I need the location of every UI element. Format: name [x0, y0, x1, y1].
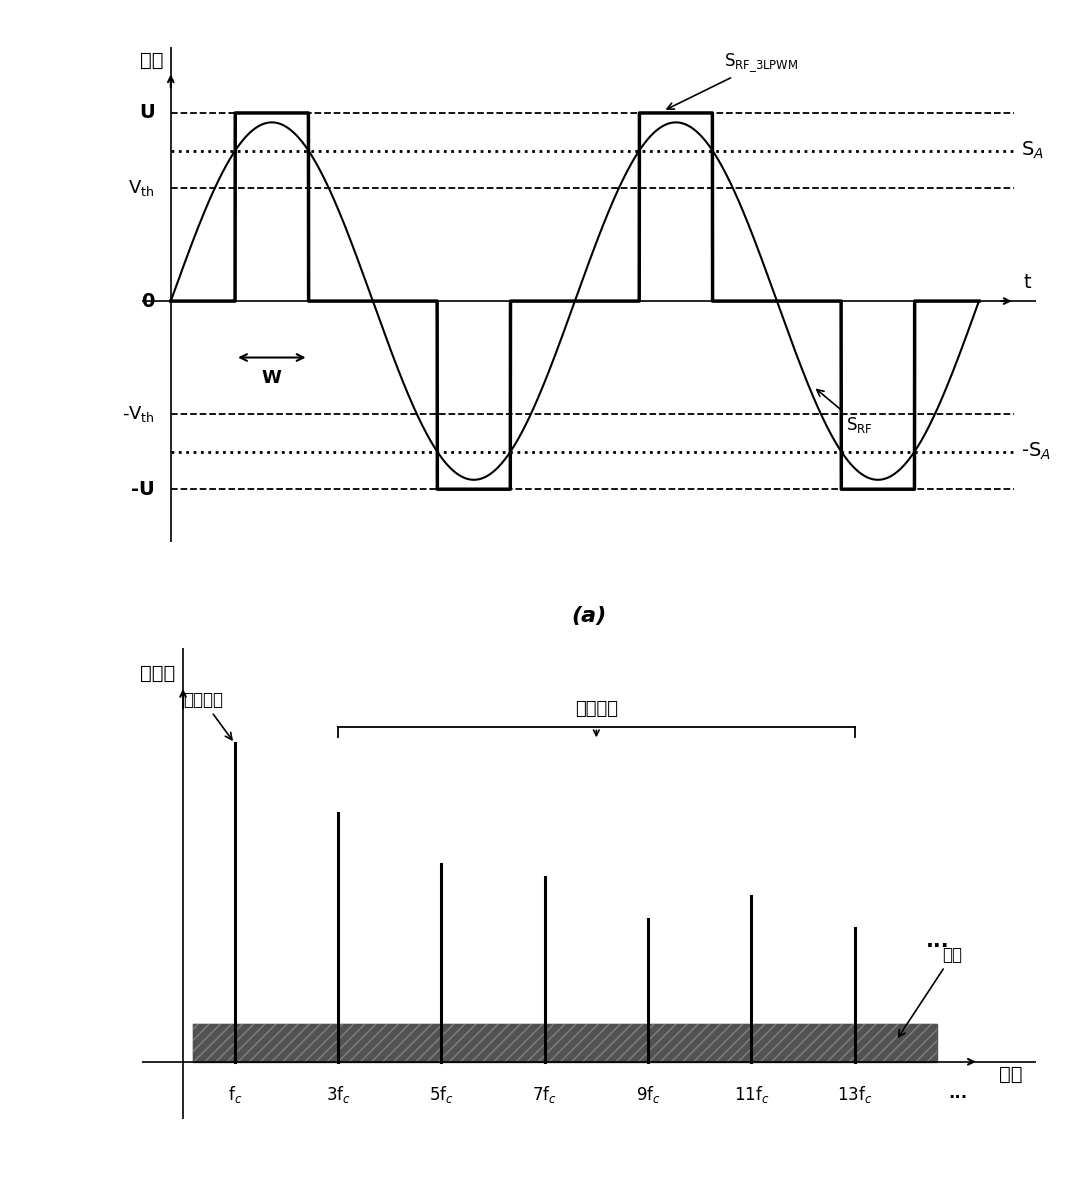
Text: 谐波分量: 谐波分量: [574, 700, 618, 717]
Text: V$_\mathregular{th}$: V$_\mathregular{th}$: [129, 178, 155, 198]
Text: 底噪: 底噪: [898, 946, 962, 1037]
Text: S$_A$: S$_A$: [1021, 140, 1044, 161]
Text: S$_\mathregular{RF}$: S$_\mathregular{RF}$: [816, 390, 872, 435]
Text: t: t: [1024, 272, 1031, 292]
Text: (a): (a): [571, 607, 606, 627]
Text: -U: -U: [131, 479, 155, 498]
Text: -S$_A$: -S$_A$: [1021, 441, 1051, 462]
Text: 频率: 频率: [1000, 1065, 1022, 1084]
Text: 幅度: 幅度: [140, 51, 164, 70]
Text: U: U: [138, 104, 155, 123]
Text: 5f$_c$: 5f$_c$: [429, 1084, 453, 1105]
Text: 功率谱: 功率谱: [140, 664, 174, 683]
Text: W: W: [262, 369, 281, 386]
Text: 13f$_c$: 13f$_c$: [837, 1084, 872, 1105]
Text: 射频信号: 射频信号: [183, 691, 232, 740]
Text: ...: ...: [925, 931, 949, 951]
Text: 0: 0: [142, 292, 155, 311]
Text: S$_\mathregular{RF\_3LPWM}$: S$_\mathregular{RF\_3LPWM}$: [667, 52, 799, 110]
Text: 3f$_c$: 3f$_c$: [326, 1084, 351, 1105]
Text: 7f$_c$: 7f$_c$: [532, 1084, 557, 1105]
Text: ...: ...: [948, 1084, 968, 1103]
Text: f$_c$: f$_c$: [228, 1084, 242, 1105]
Text: 11f$_c$: 11f$_c$: [734, 1084, 770, 1105]
Text: -V$_\mathregular{th}$: -V$_\mathregular{th}$: [122, 404, 155, 424]
Text: 9f$_c$: 9f$_c$: [635, 1084, 661, 1105]
